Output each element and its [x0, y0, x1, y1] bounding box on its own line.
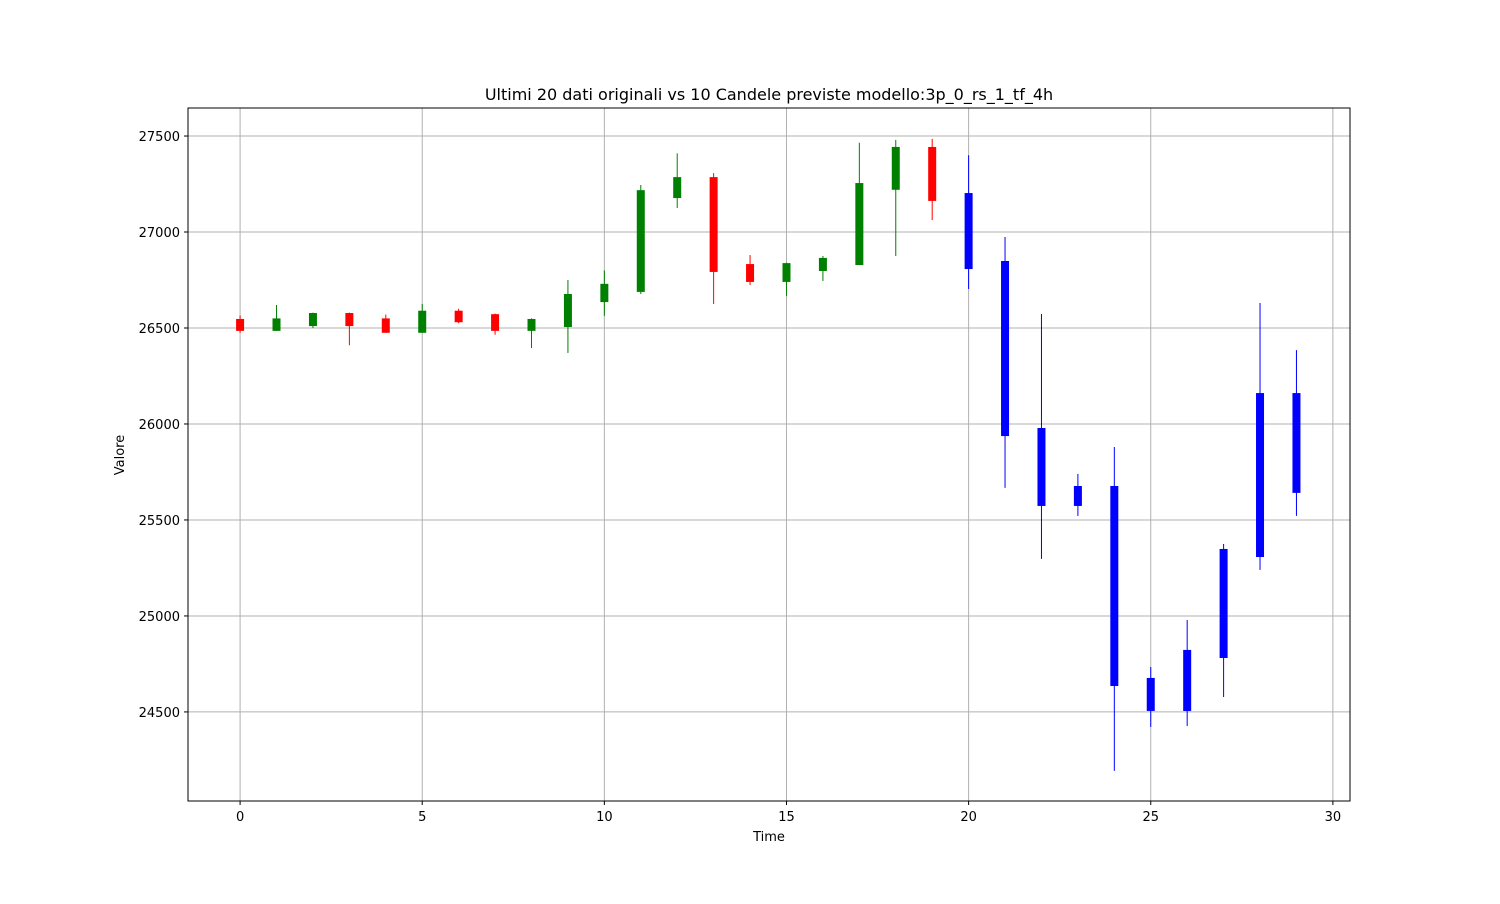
candle-body	[418, 310, 427, 333]
candle-body	[673, 177, 682, 199]
y-tick-label: 24500	[139, 706, 180, 721]
y-tick-label: 26000	[139, 418, 180, 433]
candle-body	[782, 263, 791, 282]
chart-title: Ultimi 20 dati originali vs 10 Candele p…	[485, 85, 1053, 105]
candle-body	[527, 318, 536, 331]
x-tick-label: 10	[596, 810, 613, 825]
candle-body	[1110, 485, 1119, 687]
y-tick-label: 27000	[139, 226, 180, 241]
candle-body	[964, 193, 973, 270]
candle-body	[600, 283, 609, 303]
axes-frame	[187, 107, 1351, 802]
candle-body	[1256, 393, 1265, 558]
x-tick-label: 15	[778, 810, 795, 825]
y-axis-label: Valore	[113, 435, 128, 475]
candle-body	[1183, 649, 1192, 711]
candle-body	[1146, 677, 1155, 711]
plot-area	[188, 108, 1350, 801]
x-tick-label: 30	[1325, 810, 1342, 825]
y-tick-label: 27500	[139, 130, 180, 145]
candle-body	[1292, 393, 1301, 493]
candle-body	[1219, 548, 1228, 658]
candle-body	[928, 146, 937, 201]
candle-body	[1073, 485, 1082, 506]
candle-body	[636, 190, 645, 292]
x-axis-label: Time	[752, 830, 785, 845]
candle-body	[308, 313, 317, 327]
candle-body	[1037, 428, 1046, 506]
y-tick-label: 25500	[139, 514, 180, 529]
candle-body	[746, 264, 755, 282]
candle-body	[709, 177, 718, 272]
x-tick-label: 5	[418, 810, 426, 825]
x-tick-label: 0	[236, 810, 244, 825]
candle-body	[345, 313, 354, 327]
candle-body	[563, 294, 572, 328]
candle-body	[236, 318, 245, 331]
candle-body	[272, 318, 281, 331]
candle-body	[891, 146, 900, 190]
candle-body	[381, 318, 390, 333]
y-tick-label: 26500	[139, 322, 180, 337]
candle-body	[818, 257, 827, 271]
candle-body	[855, 183, 864, 266]
x-tick-label: 20	[960, 810, 977, 825]
candle-body	[491, 314, 500, 331]
y-tick-label: 25000	[139, 610, 180, 625]
candle-body	[1001, 260, 1010, 437]
x-tick-label: 25	[1142, 810, 1159, 825]
candle-body	[454, 310, 463, 323]
